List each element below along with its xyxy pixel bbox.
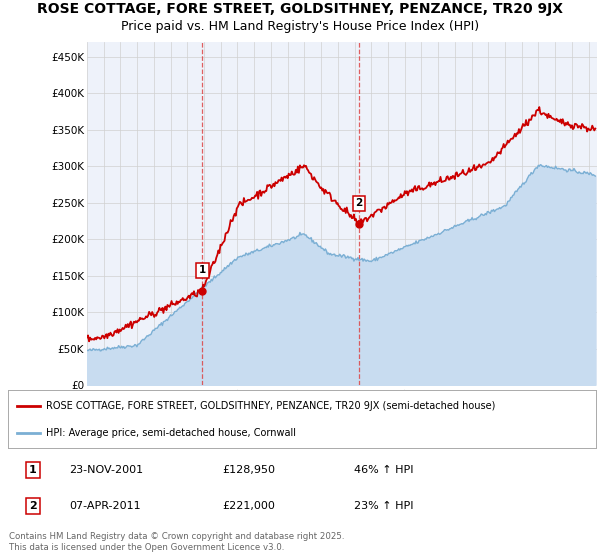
Text: HPI: Average price, semi-detached house, Cornwall: HPI: Average price, semi-detached house,… [46,428,296,438]
Text: £221,000: £221,000 [222,501,275,511]
Text: ROSE COTTAGE, FORE STREET, GOLDSITHNEY, PENZANCE, TR20 9JX (semi-detached house): ROSE COTTAGE, FORE STREET, GOLDSITHNEY, … [46,400,496,410]
Text: 23-NOV-2001: 23-NOV-2001 [69,465,143,475]
Text: 07-APR-2011: 07-APR-2011 [69,501,140,511]
Text: 2: 2 [355,198,362,208]
Text: 46% ↑ HPI: 46% ↑ HPI [354,465,413,475]
Text: 1: 1 [199,265,206,276]
Text: 1: 1 [29,465,37,475]
Text: Contains HM Land Registry data © Crown copyright and database right 2025.
This d: Contains HM Land Registry data © Crown c… [9,533,344,552]
Text: 23% ↑ HPI: 23% ↑ HPI [354,501,413,511]
Text: 2: 2 [29,501,37,511]
Text: ROSE COTTAGE, FORE STREET, GOLDSITHNEY, PENZANCE, TR20 9JX: ROSE COTTAGE, FORE STREET, GOLDSITHNEY, … [37,2,563,16]
Text: £128,950: £128,950 [222,465,275,475]
Text: Price paid vs. HM Land Registry's House Price Index (HPI): Price paid vs. HM Land Registry's House … [121,20,479,33]
